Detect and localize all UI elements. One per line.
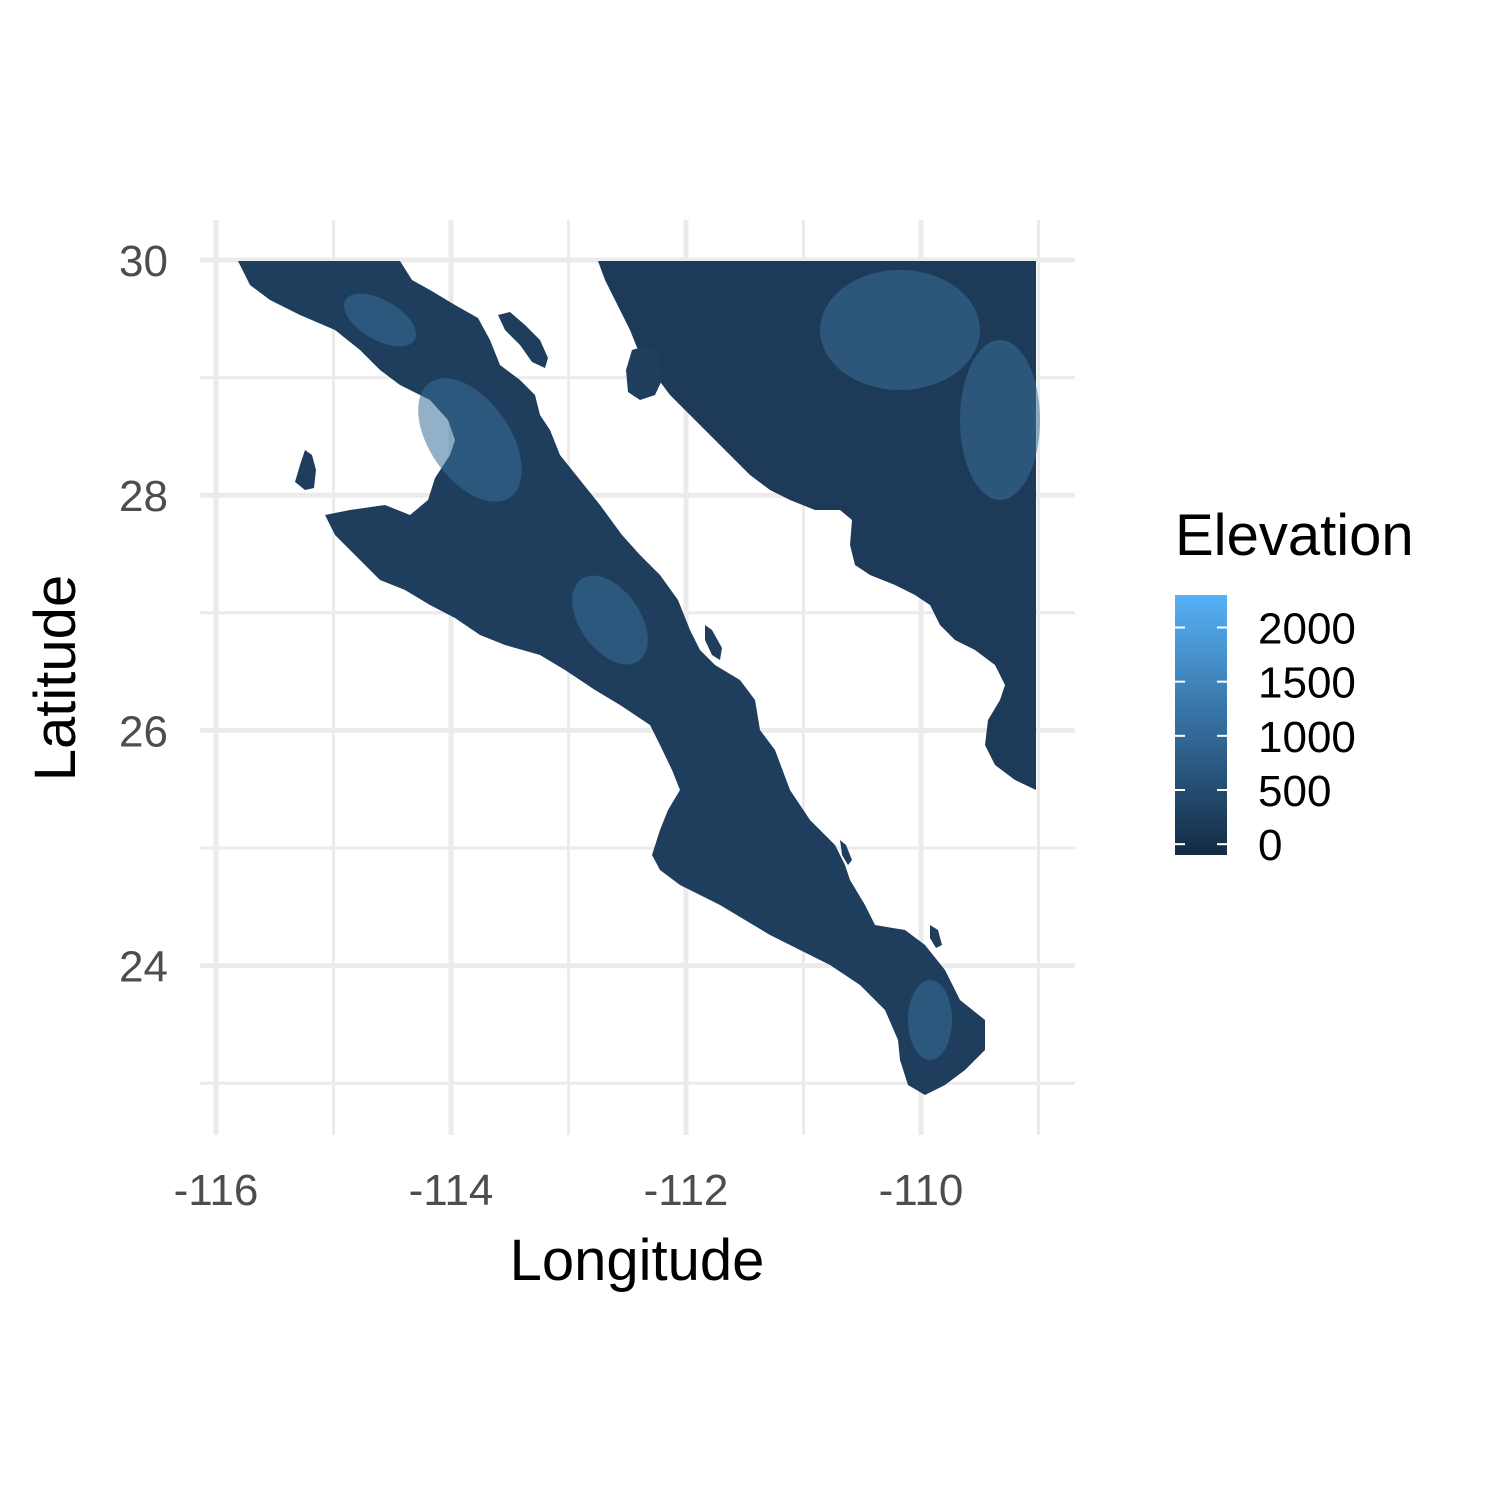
isla-angel-de-la-guarda — [498, 312, 548, 368]
x-tick-label: -114 — [409, 1166, 494, 1215]
isla-tiburon — [626, 345, 662, 400]
legend-label: 1000 — [1258, 713, 1356, 762]
x-tick-label: -112 — [644, 1166, 729, 1215]
legend-label: 1500 — [1258, 659, 1356, 708]
legend-title: Elevation — [1175, 503, 1414, 568]
y-axis-title: Latitude — [23, 575, 88, 781]
legend-colorbar — [1175, 595, 1227, 855]
isla-del-carmen — [705, 625, 722, 660]
y-tick-label: 26 — [119, 707, 168, 756]
x-tick-label: -110 — [879, 1166, 964, 1215]
legend-label: 0 — [1258, 821, 1282, 870]
x-tick-label: -116 — [174, 1166, 259, 1215]
y-tick-label: 30 — [119, 237, 168, 286]
highland-shading — [343, 270, 1040, 1060]
isla-san-jose — [840, 840, 852, 865]
x-axis-ticks: -116 -114 -112 -110 — [174, 1166, 964, 1215]
x-axis-title: Longitude — [510, 1228, 765, 1293]
legend-label: 2000 — [1258, 605, 1356, 654]
land-raster — [238, 261, 1040, 1095]
legend-ticks: 0 500 1000 1500 2000 — [1175, 605, 1356, 870]
isla-cerralvo — [930, 925, 942, 948]
legend-label: 500 — [1258, 767, 1331, 816]
isla-cedros — [295, 450, 316, 490]
elevation-legend: Elevation 0 500 1000 1500 2000 — [1175, 503, 1414, 870]
y-axis-ticks: 24 26 28 30 — [119, 237, 168, 992]
y-tick-label: 24 — [119, 943, 168, 992]
baja-peninsula — [238, 261, 985, 1095]
mainland-mexico — [598, 261, 1036, 790]
y-tick-label: 28 — [119, 472, 168, 521]
